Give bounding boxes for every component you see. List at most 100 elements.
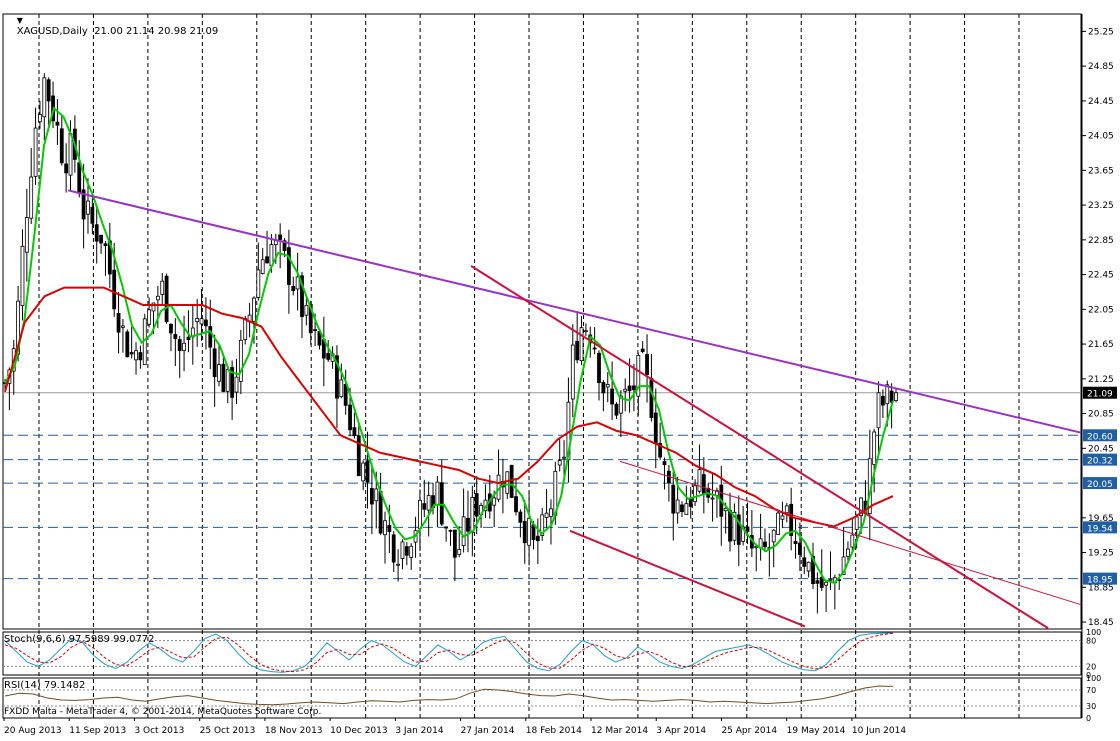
candle-body[interactable] [90,206,95,224]
candle-body[interactable] [68,133,73,176]
candle-body[interactable] [509,464,514,498]
candle-body[interactable] [352,427,357,437]
candle-body[interactable] [461,516,466,546]
candle-body[interactable] [872,431,877,465]
candle-body[interactable] [59,128,64,164]
candle-body[interactable] [348,404,352,431]
candle-body[interactable] [155,295,160,301]
candle-body[interactable] [518,511,523,523]
candle-body[interactable] [841,556,846,575]
candle-body[interactable] [658,442,663,458]
candle-body[interactable] [880,395,885,406]
candle-body[interactable] [474,493,479,517]
candle-body[interactable] [24,217,29,253]
candle-body[interactable] [540,514,545,536]
candle-body[interactable] [815,580,820,584]
candle-body[interactable] [221,363,226,392]
candle-body[interactable] [374,488,379,502]
candle-body[interactable] [308,304,313,334]
candle-body[interactable] [675,499,680,514]
candle-body[interactable] [286,247,291,285]
candle-body[interactable] [452,529,457,558]
candle-body[interactable] [339,379,344,398]
candle-body[interactable] [570,344,575,400]
candle-body[interactable] [282,240,287,251]
candle-body[interactable] [409,545,414,558]
candle-body[interactable] [850,534,855,548]
candle-body[interactable] [234,376,239,393]
candle-body[interactable] [435,481,440,506]
candle-body[interactable] [527,517,532,546]
candle-body[interactable] [273,240,278,246]
candle-body[interactable] [46,79,51,102]
candle-body[interactable] [230,367,235,398]
candle-body[interactable] [295,276,300,290]
candle-body[interactable] [391,534,396,563]
candle-body[interactable] [562,456,566,459]
candle-body[interactable] [86,200,90,215]
candle-body[interactable] [505,471,510,494]
candle-body[interactable] [313,329,318,331]
candle-body[interactable] [824,581,829,586]
candle-body[interactable] [632,385,636,391]
candle-body[interactable] [238,339,243,382]
candle-body[interactable] [531,524,536,540]
candle-body[interactable] [466,517,470,532]
candle-body[interactable] [470,497,475,533]
candle-body[interactable] [164,275,169,323]
candle-body[interactable] [789,503,794,536]
candle-body[interactable] [134,350,138,361]
candle-body[interactable] [20,245,25,306]
candle-body[interactable] [640,348,645,352]
candle-body[interactable] [404,546,409,556]
candle-body[interactable] [597,352,601,383]
candle-body[interactable] [426,495,431,511]
candle-body[interactable] [649,377,654,418]
candle-body[interactable] [610,388,615,405]
candle-body[interactable] [575,340,580,361]
candle-body[interactable] [252,297,256,322]
candle-body[interactable] [636,354,641,397]
candle-body[interactable] [186,336,191,340]
candle-body[interactable] [151,302,156,312]
candle-body[interactable] [780,515,785,520]
candle-body[interactable] [291,285,296,291]
price-pane[interactable] [3,73,1082,629]
candle-body[interactable] [243,318,248,340]
candle-body[interactable] [81,189,86,220]
candle-body[interactable] [265,256,269,264]
candle-body[interactable] [169,323,173,334]
candle-body[interactable] [300,275,304,318]
candle-body[interactable] [784,505,789,514]
candle-body[interactable] [125,331,130,358]
candle-body[interactable] [736,514,741,545]
candle-body[interactable] [121,325,125,328]
candle-body[interactable] [400,541,405,559]
candle-body[interactable] [138,352,143,361]
candle-body[interactable] [204,319,208,327]
candle-body[interactable] [723,507,728,512]
candle-body[interactable] [701,474,706,495]
candle-body[interactable] [605,384,610,388]
candle-body[interactable] [728,509,732,542]
candle-body[interactable] [885,384,890,405]
candle-body[interactable] [217,364,221,382]
candle-body[interactable] [326,352,331,360]
candle-body[interactable] [116,312,121,333]
candle-body[interactable] [876,392,881,429]
candle-body[interactable] [614,403,619,416]
candle-body[interactable] [627,385,632,392]
candle-body[interactable] [356,435,361,477]
candle-body[interactable] [802,557,807,567]
candle-body[interactable] [592,347,597,350]
candle-body[interactable] [208,326,213,348]
candle-body[interactable] [439,482,444,525]
candle-body[interactable] [579,327,584,361]
candle-body[interactable] [160,280,165,295]
candle-body[interactable] [763,541,767,548]
candle-body[interactable] [369,488,374,505]
candle-body[interactable] [278,234,283,240]
candle-body[interactable] [396,563,400,566]
